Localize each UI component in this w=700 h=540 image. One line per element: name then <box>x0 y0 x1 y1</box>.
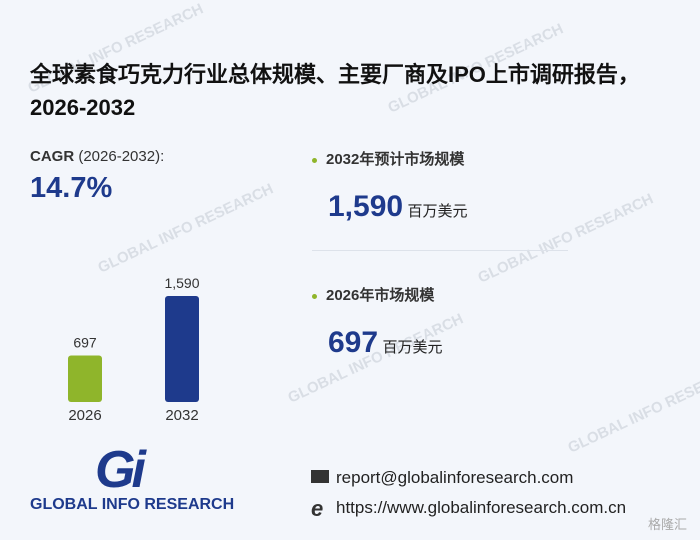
website: https://www.globalinforesearch.com.cn <box>336 498 627 517</box>
stat-label-text: 2026年市场规模 <box>326 287 435 304</box>
stat-label: 2026年市场规模 <box>312 284 434 305</box>
logo-mark: Gi <box>95 441 146 499</box>
stat-number: 1,590 <box>328 190 404 223</box>
email-icon <box>311 470 329 483</box>
stat-unit: 百万美元 <box>407 203 468 220</box>
cagr-value: 14.7% <box>30 172 113 204</box>
divider <box>312 250 568 251</box>
cagr-name: CAGR <box>30 148 75 165</box>
cagr-label: CAGR (2026-2032): <box>30 148 164 165</box>
x-tick-label: 2032 <box>165 407 198 424</box>
bar <box>68 355 102 402</box>
watermark: GLOBAL INFO RESEARCH <box>95 180 277 277</box>
x-tick-label: 2026 <box>68 407 101 424</box>
stat-label: 2032年预计市场规模 <box>312 148 464 169</box>
value-label: 1,590 <box>164 275 199 291</box>
stat-number: 697 <box>328 326 379 359</box>
watermark: GLOBAL INFO RESEARCH <box>475 190 657 287</box>
cagr-period: (2026-2032): <box>78 148 165 165</box>
stat-label-text: 2032年预计市场规模 <box>326 151 465 168</box>
chart: 697 2026 1,590 2032 <box>68 275 200 424</box>
bar <box>165 296 199 402</box>
logo-text: GLOBAL INFO RESEARCH <box>30 496 235 513</box>
email: report@globalinforesearch.com <box>336 468 574 487</box>
value-label: 697 <box>73 335 97 351</box>
title: 全球素食巧克力行业总体规模、主要厂商及IPO上市调研报告，2026-2032 <box>30 62 640 120</box>
stat-unit: 百万美元 <box>382 339 443 356</box>
web-icon: e <box>311 496 324 521</box>
stat-value: 697 百万美元 <box>328 326 443 360</box>
corner-mark: 格隆汇 <box>648 517 688 532</box>
watermark: GLOBAL INFO RESEARCH <box>565 360 700 457</box>
stat-value: 1,590 百万美元 <box>328 190 468 224</box>
